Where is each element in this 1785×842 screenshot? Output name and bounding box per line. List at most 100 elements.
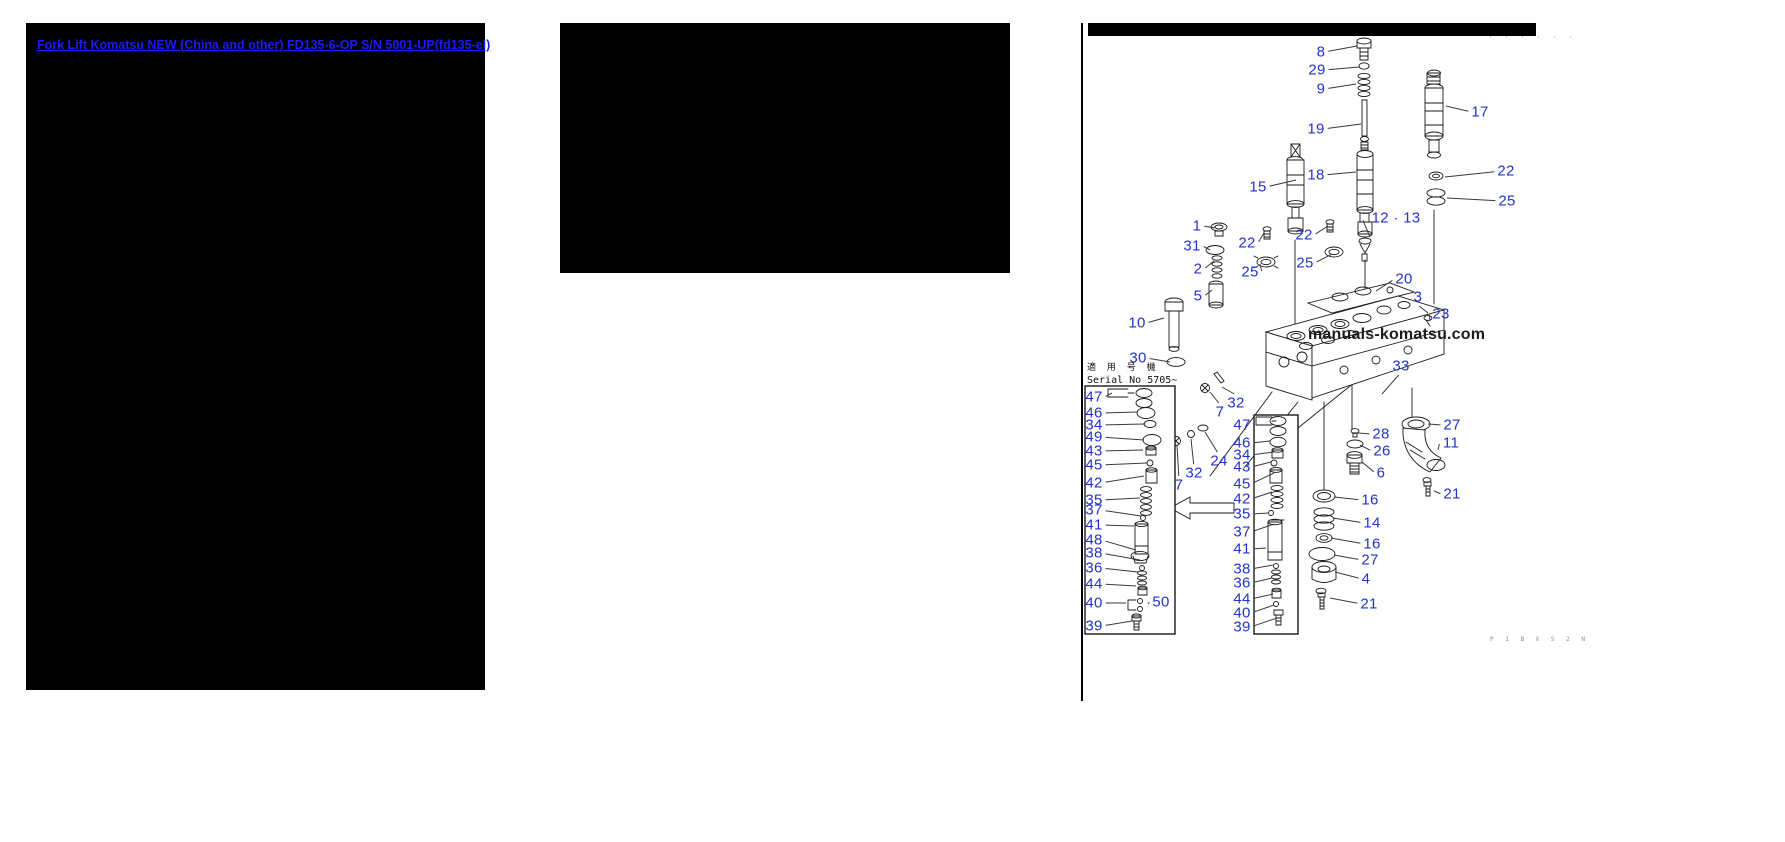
part-number-label: 47 xyxy=(1085,388,1103,406)
leader-line xyxy=(1204,260,1215,269)
leader-line xyxy=(1203,246,1211,251)
page-left-border xyxy=(1081,23,1083,701)
part-number-label: 47 xyxy=(1233,416,1251,434)
part-number-label: 27 xyxy=(1443,416,1461,434)
part-number-label: 44 xyxy=(1233,590,1251,608)
leader-line xyxy=(1375,280,1393,292)
part-number-label: 46 xyxy=(1233,434,1251,452)
leader-line xyxy=(1176,444,1180,477)
leader-line xyxy=(1418,305,1429,314)
part-number-label: 7 xyxy=(1174,476,1184,494)
leader-line xyxy=(1221,386,1235,395)
part-number-label: 7 xyxy=(1215,403,1225,421)
left-image-panel xyxy=(26,23,485,690)
part-number-label: 44 xyxy=(1085,575,1103,593)
part-number-label: 37 xyxy=(1233,523,1251,541)
leader-line xyxy=(1105,567,1139,573)
serial-note: 適 用 号 機 Serial No 5705~ xyxy=(1087,360,1177,386)
leader-line xyxy=(1428,314,1431,322)
leader-line xyxy=(1253,491,1273,499)
part-number-label: 48 xyxy=(1085,531,1103,549)
leader-line xyxy=(1253,440,1271,444)
part-number-label: 35 xyxy=(1085,491,1103,509)
part-number-label: 8 xyxy=(1316,43,1326,61)
serial-note-en: Serial No 5705~ xyxy=(1087,375,1178,386)
leader-line xyxy=(1105,449,1144,452)
leader-line xyxy=(1204,431,1218,453)
part-number-label: 23 xyxy=(1432,305,1450,323)
leader-line xyxy=(1105,411,1139,414)
leader-line xyxy=(1253,547,1267,550)
part-number-label: 16 xyxy=(1361,491,1379,509)
part-number-label: 19 xyxy=(1307,120,1325,138)
part-number-label: 43 xyxy=(1085,442,1103,460)
leader-line xyxy=(1105,583,1137,587)
part-number-label: 26 xyxy=(1373,442,1391,460)
part-number-label: 37 xyxy=(1085,501,1103,519)
part-number-label: 10 xyxy=(1128,314,1146,332)
leader-line xyxy=(1105,475,1145,483)
leader-line xyxy=(1327,123,1362,129)
leader-line xyxy=(1329,597,1358,604)
part-number-label: 5 xyxy=(1193,287,1203,305)
part-number-label: 25 xyxy=(1241,263,1259,281)
part-number-label: 39 xyxy=(1233,618,1251,636)
part-number-label: 38 xyxy=(1233,560,1251,578)
leader-line xyxy=(1328,83,1357,89)
part-number-label: 25 xyxy=(1296,254,1314,272)
part-number-label: 40 xyxy=(1085,594,1103,612)
part-number-label: 38 xyxy=(1085,544,1103,562)
part-number-label: 1 xyxy=(1192,217,1202,235)
part-number-label: 45 xyxy=(1085,456,1103,474)
part-number-label: 20 xyxy=(1395,270,1413,288)
part-number-label: 29 xyxy=(1308,61,1326,79)
corner-tick-marks: ' ' ' ' ' ' xyxy=(1489,36,1578,42)
leader-line xyxy=(1190,438,1195,465)
leader-line xyxy=(1149,357,1171,363)
leader-line xyxy=(1253,472,1275,484)
part-number-label: 33 xyxy=(1392,357,1410,375)
part-number-label: 41 xyxy=(1233,540,1251,558)
leader-line xyxy=(1333,554,1359,560)
part-number-label: 39 xyxy=(1085,617,1103,635)
leader-line xyxy=(1334,571,1359,579)
leader-line xyxy=(1427,423,1441,426)
part-number-label: 9 xyxy=(1316,80,1326,98)
part-number-label: 36 xyxy=(1233,574,1251,592)
part-number-label: 17 xyxy=(1471,103,1489,121)
leader-line xyxy=(1444,171,1495,178)
leader-line xyxy=(1253,577,1273,583)
leader-line xyxy=(1204,289,1213,296)
part-number-label: 34 xyxy=(1085,416,1103,434)
leader-line xyxy=(1253,461,1272,467)
part-number-label: 32 xyxy=(1185,464,1203,482)
part-number-label: 31 xyxy=(1183,237,1201,255)
part-number-label: 45 xyxy=(1233,475,1251,493)
leader-line xyxy=(1333,496,1359,501)
leader-line xyxy=(1105,510,1142,517)
part-number-label: 28 xyxy=(1372,425,1390,443)
leader-line xyxy=(1328,66,1360,71)
leader-line xyxy=(1148,317,1165,323)
leader-line xyxy=(1105,497,1141,501)
part-number-label: 6 xyxy=(1376,464,1386,482)
part-number-label: 22 xyxy=(1295,226,1313,244)
leader-line xyxy=(1433,490,1441,495)
leader-line xyxy=(1357,432,1370,435)
leader-line xyxy=(1259,263,1263,272)
leader-line xyxy=(1269,179,1297,187)
leader-line xyxy=(1328,45,1358,52)
page-code: P 1 B X 5 2 N xyxy=(1490,636,1589,643)
leader-line xyxy=(1253,451,1275,456)
part-number-label: 40 xyxy=(1233,604,1251,622)
leader-line xyxy=(1359,444,1371,451)
leader-line xyxy=(1253,604,1275,613)
part-number-label: 25 xyxy=(1498,192,1516,210)
part-number-label: 15 xyxy=(1249,178,1267,196)
leader-line xyxy=(1209,391,1220,404)
leader-line xyxy=(1105,423,1146,426)
leader-line xyxy=(1330,537,1361,544)
leader-line xyxy=(1253,593,1274,599)
header-link[interactable]: Fork Lift Komatsu NEW (China and other) … xyxy=(37,38,491,52)
